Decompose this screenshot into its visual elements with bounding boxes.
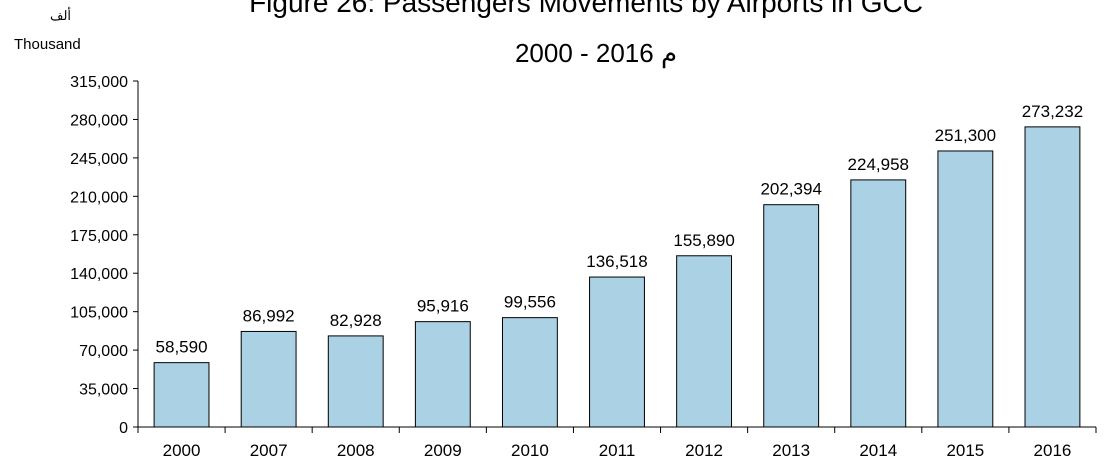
bar-value-label: 95,916: [417, 297, 469, 316]
unit-label-english: Thousand: [14, 36, 81, 53]
bar-value-label: 251,300: [935, 126, 996, 145]
x-tick-label: 2013: [772, 441, 810, 460]
x-tick-label: 2015: [946, 441, 984, 460]
x-tick-label: 2011: [599, 441, 636, 460]
bar-2014: [850, 179, 907, 428]
bar-2010: [501, 317, 558, 428]
chart-subtitle: 2000 - 2016 م: [514, 38, 678, 68]
x-tick-label: 2000: [163, 441, 201, 460]
bar-2012: [676, 255, 733, 428]
x-tick-label: 2010: [511, 441, 549, 460]
bar-value-label: 273,232: [1022, 102, 1083, 121]
y-tick-label: 245,000: [70, 151, 128, 168]
bar-value-label: 155,890: [673, 231, 734, 250]
bar-value-label: 58,590: [156, 338, 208, 357]
y-tick-label: 315,000: [70, 74, 128, 91]
bar-2007: [240, 330, 297, 428]
y-tick-label: 35,000: [79, 382, 128, 399]
x-tick-label: 2012: [685, 441, 723, 460]
y-tick-label: 105,000: [70, 305, 128, 322]
y-tick-label: 0: [119, 420, 128, 437]
x-tick-label: 2007: [250, 441, 288, 460]
x-tick-label: 2009: [424, 441, 462, 460]
bar-value-label: 136,518: [586, 252, 647, 271]
y-tick-label: 175,000: [70, 228, 128, 245]
x-tick-label: 2014: [859, 441, 897, 460]
bar-2015: [937, 150, 994, 428]
bar-value-label: 224,958: [848, 155, 909, 174]
y-tick-label: 280,000: [70, 112, 128, 129]
chart-title: Figure 26: Passengers Movements by Airpo…: [249, 0, 923, 18]
y-tick-label: 210,000: [70, 189, 128, 206]
bar-2008: [327, 335, 384, 428]
y-tick-label: 70,000: [79, 343, 128, 360]
x-tick-label: 2016: [1034, 441, 1072, 460]
bar-value-label: 82,928: [330, 311, 382, 330]
bar-value-label: 202,394: [760, 180, 821, 199]
bar-2009: [414, 321, 471, 428]
bar-2013: [763, 204, 820, 428]
bar-2011: [589, 276, 645, 428]
bar-value-label: 86,992: [243, 306, 295, 325]
x-tick-label: 2008: [337, 441, 375, 460]
bar-2000: [153, 362, 210, 428]
bar-value-label: 99,556: [504, 293, 556, 312]
y-tick-label: 140,000: [70, 266, 128, 283]
bar-2016: [1024, 126, 1081, 428]
unit-label-arabic: ألف: [50, 8, 72, 23]
